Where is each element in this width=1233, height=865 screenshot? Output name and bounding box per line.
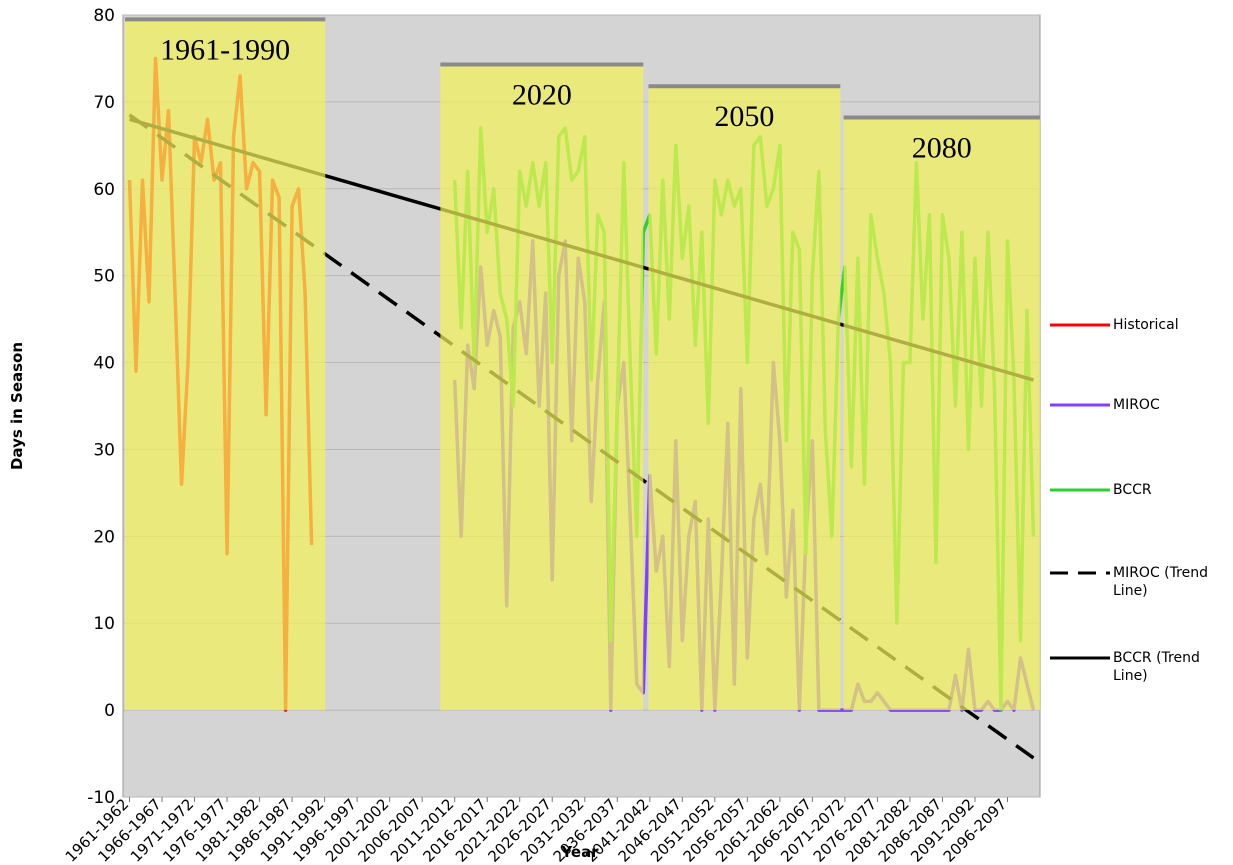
period-box — [440, 64, 644, 711]
period-label: 2050 — [714, 100, 774, 133]
legend-label: BCCR — [1113, 482, 1152, 498]
y-tick-label: 20 — [93, 527, 115, 547]
y-tick-label: 0 — [104, 701, 115, 721]
legend-label: MIROC (Trend Line) — [1113, 565, 1208, 599]
legend-label: BCCR (Trend Line) — [1113, 650, 1200, 684]
period-box — [648, 86, 841, 711]
y-tick-label: 80 — [93, 6, 115, 26]
y-axis-title: Days in Season — [8, 342, 26, 470]
y-tick-label: 10 — [93, 614, 115, 634]
y-tick-label: 60 — [93, 180, 115, 200]
period-box — [843, 117, 1040, 711]
y-tick-label: -10 — [87, 788, 115, 808]
period-box — [124, 19, 326, 711]
legend-label: MIROC — [1113, 397, 1160, 413]
y-tick-label: 50 — [93, 267, 115, 287]
y-tick-label: 70 — [93, 93, 115, 113]
y-tick-label: 40 — [93, 354, 115, 374]
y-tick-label: 30 — [93, 440, 115, 460]
period-label: 2020 — [512, 79, 572, 112]
period-label: 1961-1990 — [160, 33, 290, 66]
legend-label: Historical — [1113, 317, 1179, 333]
period-label: 2080 — [912, 132, 972, 165]
x-axis-title: Year — [560, 843, 599, 861]
